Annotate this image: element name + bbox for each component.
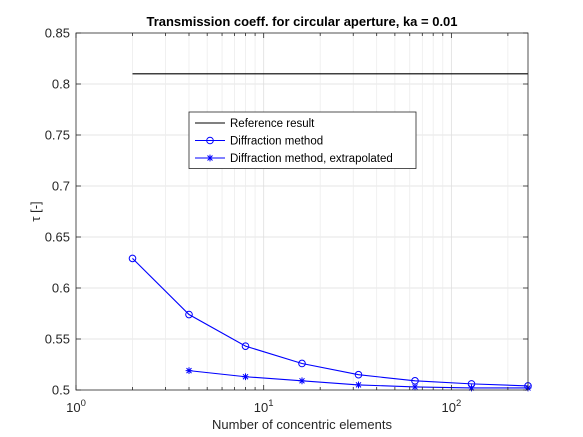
- data-point: [128, 254, 137, 263]
- y-tick-label: 0.75: [45, 128, 70, 143]
- x-tick-label: 100: [66, 398, 86, 415]
- data-point: [185, 367, 193, 375]
- y-axis-title: τ [-]: [28, 201, 43, 221]
- x-tick-label: 102: [441, 398, 461, 415]
- y-tick-label: 0.5: [52, 383, 70, 398]
- x-tick-base: 10: [66, 400, 80, 415]
- y-tick-label: 0.85: [45, 26, 70, 41]
- data-point: [241, 342, 250, 350]
- data-point: [185, 310, 193, 319]
- x-tick-base: 10: [441, 400, 455, 415]
- y-tick-label: 0.7: [52, 179, 70, 194]
- legend-marker: [206, 136, 214, 145]
- series-line: [132, 258, 529, 387]
- plot-area: [76, 33, 528, 390]
- legend-item: Diffraction method, extrapolated: [195, 153, 393, 165]
- data-point: [411, 383, 419, 391]
- data-point: [355, 381, 362, 389]
- x-tick-base: 10: [254, 400, 268, 415]
- legend-label: Reference result: [230, 118, 315, 130]
- data-point: [298, 359, 306, 368]
- x-axis-title: Number of concentric elements: [212, 417, 392, 432]
- x-tick-exponent: 1: [268, 398, 273, 409]
- legend-item: Diffraction method: [195, 136, 323, 148]
- axes-box: [75, 32, 529, 391]
- data-point: [298, 377, 306, 385]
- data-point: [242, 373, 249, 381]
- x-tick-exponent: 0: [81, 398, 86, 409]
- legend-box: [188, 111, 417, 169]
- x-tick-label: 101: [254, 398, 274, 415]
- legend-label: Diffraction method, extrapolated: [230, 153, 393, 165]
- series-layer: [128, 73, 532, 392]
- legend-marker: [206, 154, 214, 162]
- y-tick-label: 0.8: [52, 77, 70, 92]
- grid-lines: [76, 33, 528, 390]
- y-tick-label: 0.65: [45, 230, 70, 245]
- legend-item: Reference result: [195, 118, 315, 130]
- y-tick-label: 0.55: [45, 332, 70, 347]
- x-tick-exponent: 2: [456, 398, 461, 409]
- chart-title: Transmission coeff. for circular apertur…: [146, 14, 457, 29]
- data-point: [354, 370, 363, 379]
- y-tick-label: 0.6: [52, 281, 70, 296]
- legend-label: Diffraction method: [230, 136, 323, 148]
- legend: Reference result Diffraction method Diffra…: [188, 111, 417, 169]
